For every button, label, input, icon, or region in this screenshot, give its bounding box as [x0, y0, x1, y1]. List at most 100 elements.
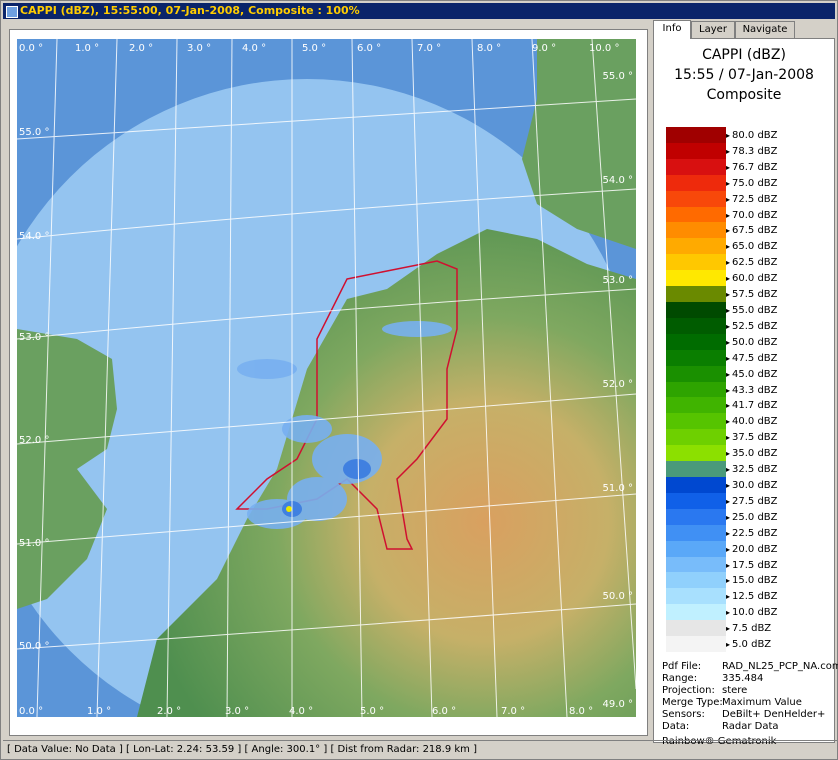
legend-swatch	[666, 206, 726, 223]
longitude-label: 10.0 °	[589, 43, 619, 54]
legend-swatch	[666, 222, 726, 239]
legend-label: 47.5 dBZ	[726, 353, 778, 364]
latitude-label: 52.0 °	[19, 435, 49, 446]
legend-label: 5.0 dBZ	[726, 639, 771, 650]
legend-swatch	[666, 556, 726, 573]
longitude-label: 4.0 °	[289, 706, 313, 717]
tab-layer[interactable]: Layer	[691, 21, 735, 38]
latitude-label: 49.0 °	[603, 699, 633, 710]
legend-label: 70.0 dBZ	[726, 210, 778, 221]
netherlands-border	[235, 260, 458, 550]
metadata-key: Merge Type:	[662, 697, 723, 708]
legend-label: 20.0 dBZ	[726, 544, 778, 555]
legend-swatch	[666, 190, 726, 208]
longitude-label: 8.0 °	[569, 706, 593, 717]
legend-label: 45.0 dBZ	[726, 369, 778, 380]
longitude-label: 2.0 °	[157, 706, 181, 717]
legend-label: 78.3 dBZ	[726, 146, 778, 157]
metadata-key: Data:	[662, 721, 690, 732]
vendor-label: Rainbow® Gematronik	[662, 736, 777, 747]
radar-map-canvas[interactable]: 0.0 ° 1.0 ° 2.0 ° 3.0 ° 4.0 ° 5.0 ° 6.0 ° 7.0 °…	[17, 39, 636, 717]
legend-label: 76.7 dBZ	[726, 162, 778, 173]
longitude-label: 3.0 °	[225, 706, 249, 717]
latitude-label: 51.0 °	[19, 538, 49, 549]
longitude-label: 2.0 °	[129, 43, 153, 54]
latitude-label: 54.0 °	[19, 231, 49, 242]
metadata-row: Merge Type: Maximum Value	[662, 697, 832, 709]
legend-swatch	[666, 127, 726, 144]
longitude-label: 0.0 °	[19, 706, 43, 717]
legend-swatch	[666, 429, 726, 446]
graticule	[17, 39, 636, 717]
product-name: CAPPI (dBZ)	[702, 47, 786, 63]
tab-navigate[interactable]: Navigate	[735, 21, 795, 38]
legend-label: 35.0 dBZ	[726, 448, 778, 459]
longitude-label: 7.0 °	[501, 706, 525, 717]
legend-swatch	[666, 365, 726, 383]
status-bar: [ Data Value: No Data ] [ Lon-Lat: 2.24:…	[3, 740, 838, 758]
legend-swatch	[666, 142, 726, 160]
product-mode: Composite	[706, 87, 782, 103]
legend-swatch	[666, 540, 726, 558]
legend-label: 32.5 dBZ	[726, 464, 778, 475]
legend-swatch	[666, 317, 726, 335]
legend-labels: 80.0 dBZ 78.3 dBZ 76.7 dBZ 75.0 dBZ 72.5 dBZ…	[726, 127, 826, 652]
metadata-key: Projection:	[662, 685, 715, 696]
legend-swatch	[666, 588, 726, 605]
latitude-label: 55.0 °	[19, 127, 49, 138]
longitude-label: 7.0 °	[417, 43, 441, 54]
latitude-label: 53.0 °	[603, 275, 633, 286]
tab-info[interactable]: Info	[653, 20, 691, 39]
legend-label: 62.5 dBZ	[726, 257, 778, 268]
legend-label: 80.0 dBZ	[726, 130, 778, 141]
legend-swatch	[666, 286, 726, 303]
metadata-key: Sensors:	[662, 709, 705, 720]
legend-swatch	[666, 158, 726, 176]
longitude-label: 6.0 °	[432, 706, 456, 717]
legend-swatch	[666, 508, 726, 526]
legend-label: 37.5 dBZ	[726, 432, 778, 443]
color-legend	[666, 127, 726, 653]
metadata-row: Range: 335.484	[662, 673, 832, 685]
longitude-label: 3.0 °	[187, 43, 211, 54]
legend-label: 30.0 dBZ	[726, 480, 778, 491]
radar-map[interactable]: 0.0 ° 1.0 ° 2.0 ° 3.0 ° 4.0 ° 5.0 ° 6.0 ° 7.0 °…	[17, 39, 636, 717]
legend-label: 55.0 dBZ	[726, 305, 778, 316]
longitude-labels-top: 0.0 ° 1.0 ° 2.0 ° 3.0 ° 4.0 ° 5.0 ° 6.0 ° 7.0 °…	[19, 43, 619, 54]
latitude-label: 50.0 °	[19, 641, 49, 652]
title-bar[interactable]: CAPPI (dBZ), 15:55:00, 07-Jan-2008, Comp…	[3, 3, 835, 19]
legend-label: 22.5 dBZ	[726, 528, 778, 539]
legend-swatch	[666, 254, 726, 271]
continent-land	[137, 229, 636, 717]
metadata-value: RAD_NL25_PCP_NA.comp	[722, 661, 838, 672]
latitude-label: 53.0 °	[19, 332, 49, 343]
legend-swatch	[666, 381, 726, 398]
legend-label: 27.5 dBZ	[726, 496, 778, 507]
metadata-row: Projection: stere	[662, 685, 832, 697]
legend-swatch	[666, 445, 726, 462]
panel-tabs: Info Layer Navigate	[653, 20, 833, 39]
metadata-value: 335.484	[722, 673, 764, 684]
precipitation-peak	[286, 506, 292, 512]
longitude-label: 1.0 °	[75, 43, 99, 54]
legend-swatch	[666, 270, 726, 287]
legend-swatch	[666, 524, 726, 542]
legend-swatch	[666, 333, 726, 351]
legend-label: 17.5 dBZ	[726, 560, 778, 571]
metadata-value: DeBilt+ DenHelder+	[722, 709, 826, 720]
legend-swatch	[666, 174, 726, 192]
window-title: CAPPI (dBZ), 15:55:00, 07-Jan-2008, Comp…	[20, 4, 360, 17]
legend-swatch	[666, 238, 726, 255]
legend-label: 60.0 dBZ	[726, 273, 778, 284]
legend-swatch	[666, 397, 726, 414]
metadata-row: Data: Radar Data	[662, 721, 832, 733]
longitude-label: 9.0 °	[532, 43, 556, 54]
metadata-row: Pdf File: RAD_NL25_PCP_NA.comp	[662, 661, 838, 673]
legend-label: 7.5 dBZ	[726, 623, 771, 634]
legend-label: 72.5 dBZ	[726, 194, 778, 205]
app-icon	[6, 6, 18, 18]
longitude-labels-bottom: 0.0 ° 1.0 ° 2.0 ° 3.0 ° 4.0 ° 5.0 ° 6.0 ° 7.0 °…	[19, 706, 593, 717]
legend-label: 41.7 dBZ	[726, 400, 778, 411]
longitude-label: 0.0 °	[19, 43, 43, 54]
legend-label: 15.0 dBZ	[726, 575, 778, 586]
